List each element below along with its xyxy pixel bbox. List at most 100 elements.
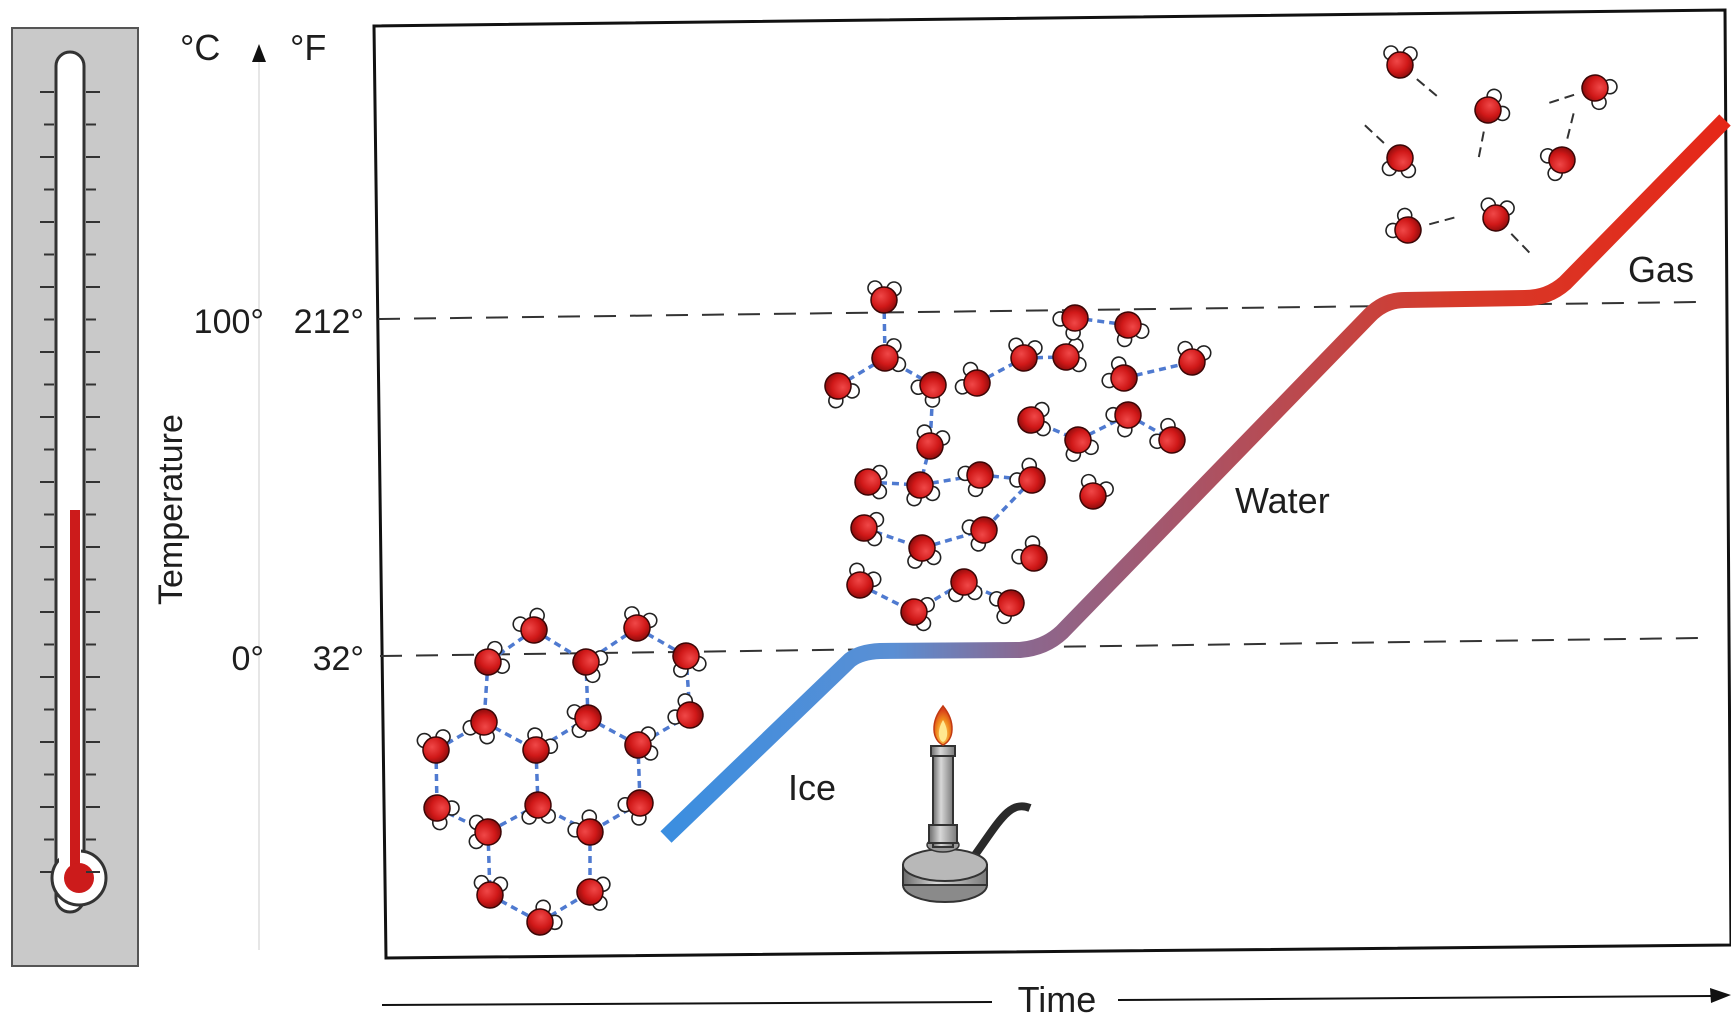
ice-molecule bbox=[522, 727, 559, 764]
gas-molecule bbox=[1480, 197, 1515, 232]
water-molecule bbox=[1079, 473, 1114, 510]
motion-line bbox=[1510, 233, 1531, 254]
hydrogen-bond bbox=[884, 356, 934, 387]
water-molecule bbox=[954, 361, 991, 397]
ice-molecule bbox=[423, 794, 460, 831]
hydrogen-bond bbox=[436, 806, 489, 834]
hydrogen-bond bbox=[534, 749, 540, 806]
gas-molecule bbox=[1385, 207, 1422, 244]
water-molecule bbox=[871, 338, 907, 373]
motion-line bbox=[1477, 131, 1485, 158]
motion-line bbox=[1428, 216, 1455, 226]
tick-fahrenheit-212: 212° bbox=[294, 303, 364, 341]
motion-line bbox=[1549, 93, 1575, 104]
water-molecule bbox=[1101, 356, 1138, 392]
gas-molecules bbox=[1364, 45, 1618, 254]
water-molecule bbox=[1052, 304, 1089, 341]
ice-molecule bbox=[672, 642, 707, 678]
ice-molecule bbox=[667, 693, 704, 729]
gas-molecule bbox=[1383, 45, 1418, 79]
ice-molecule bbox=[462, 708, 498, 745]
gas-molecule bbox=[1581, 74, 1618, 111]
ice-molecule bbox=[623, 606, 658, 642]
phase-label-ice: Ice bbox=[788, 767, 836, 808]
hydrogen-bond bbox=[487, 628, 535, 664]
water-molecule bbox=[1064, 426, 1099, 462]
motion-line bbox=[1364, 124, 1385, 144]
water-molecule bbox=[1011, 535, 1048, 572]
hydrogen-bond bbox=[979, 473, 1033, 482]
ice-molecule bbox=[624, 726, 659, 761]
bunsen-burner-icon bbox=[902, 704, 1032, 903]
water-molecule bbox=[1105, 401, 1142, 438]
hydrogen-bond bbox=[1077, 413, 1129, 442]
water-molecule bbox=[1009, 457, 1046, 494]
water-molecule bbox=[988, 589, 1025, 625]
water-molecule bbox=[1017, 401, 1051, 437]
water-molecule bbox=[948, 568, 983, 603]
time-axis-line-right bbox=[1117, 995, 1713, 1001]
ice-molecule bbox=[473, 874, 509, 909]
water-molecule bbox=[854, 464, 888, 500]
water-molecule bbox=[850, 511, 885, 547]
thermometer-bulb bbox=[64, 863, 94, 893]
ice-molecule bbox=[468, 814, 502, 850]
water-molecule bbox=[1149, 417, 1186, 454]
water-molecule bbox=[906, 471, 941, 507]
x-axis-arrow-icon bbox=[1710, 988, 1731, 1003]
hydrogen-bond bbox=[587, 716, 639, 747]
ice-molecule bbox=[572, 648, 609, 684]
ice-molecule bbox=[526, 899, 563, 936]
hydrogen-bond bbox=[487, 803, 539, 834]
water-molecule bbox=[824, 372, 860, 409]
phase-label-water: Water bbox=[1235, 480, 1330, 521]
fahrenheit-unit-label: °F bbox=[290, 27, 326, 68]
water-molecule bbox=[900, 596, 935, 632]
water-molecule bbox=[916, 424, 951, 460]
hydrogen-bond bbox=[584, 661, 590, 719]
thermometer-liquid bbox=[70, 510, 80, 880]
tick-fahrenheit-32: 32° bbox=[313, 640, 364, 678]
plot-frame bbox=[372, 8, 1731, 960]
water-molecule bbox=[867, 280, 902, 314]
hydrogen-bond bbox=[837, 356, 886, 388]
time-axis-line-left bbox=[381, 1001, 993, 1006]
ice-molecule bbox=[617, 789, 654, 826]
water-molecule bbox=[910, 371, 947, 408]
water-molecule bbox=[1114, 311, 1150, 348]
x-axis-title: Time bbox=[1018, 979, 1097, 1015]
y-axis-arrow-icon bbox=[252, 44, 266, 62]
ice-molecule bbox=[566, 704, 602, 739]
water-molecule bbox=[1052, 337, 1087, 373]
motion-line bbox=[1566, 113, 1575, 139]
hydrogen-bond bbox=[976, 356, 1025, 385]
thermometer-scale bbox=[40, 91, 100, 873]
gas-molecule bbox=[1474, 88, 1511, 124]
celsius-unit-label: °C bbox=[180, 27, 220, 68]
hydrogen-bond bbox=[867, 480, 921, 487]
hydrogen-bond bbox=[1074, 316, 1129, 327]
ice-molecule bbox=[416, 729, 451, 764]
motion-line bbox=[1416, 78, 1438, 97]
thermometer-icon bbox=[11, 27, 139, 967]
tick-celsius-100: 100° bbox=[194, 303, 264, 341]
water-molecule bbox=[846, 562, 882, 599]
ice-molecule bbox=[474, 640, 511, 676]
hydrogen-bond bbox=[435, 720, 485, 752]
tick-celsius-0: 0° bbox=[231, 640, 264, 678]
ice-molecule bbox=[567, 809, 604, 846]
liquid-water-molecules bbox=[824, 280, 1212, 632]
water-molecule bbox=[907, 534, 942, 569]
water-molecule bbox=[1008, 337, 1043, 372]
ice-molecule bbox=[512, 607, 548, 644]
water-molecule bbox=[1177, 340, 1212, 376]
ice-molecule bbox=[521, 791, 557, 825]
heating-curve bbox=[660, 114, 1731, 843]
hydrogen-bond bbox=[636, 626, 687, 658]
phase-label-gas: Gas bbox=[1628, 249, 1694, 290]
ice-molecule bbox=[576, 876, 611, 911]
water-molecule bbox=[957, 461, 994, 498]
water-molecule bbox=[961, 516, 998, 552]
ice-lattice-molecules bbox=[416, 606, 707, 936]
